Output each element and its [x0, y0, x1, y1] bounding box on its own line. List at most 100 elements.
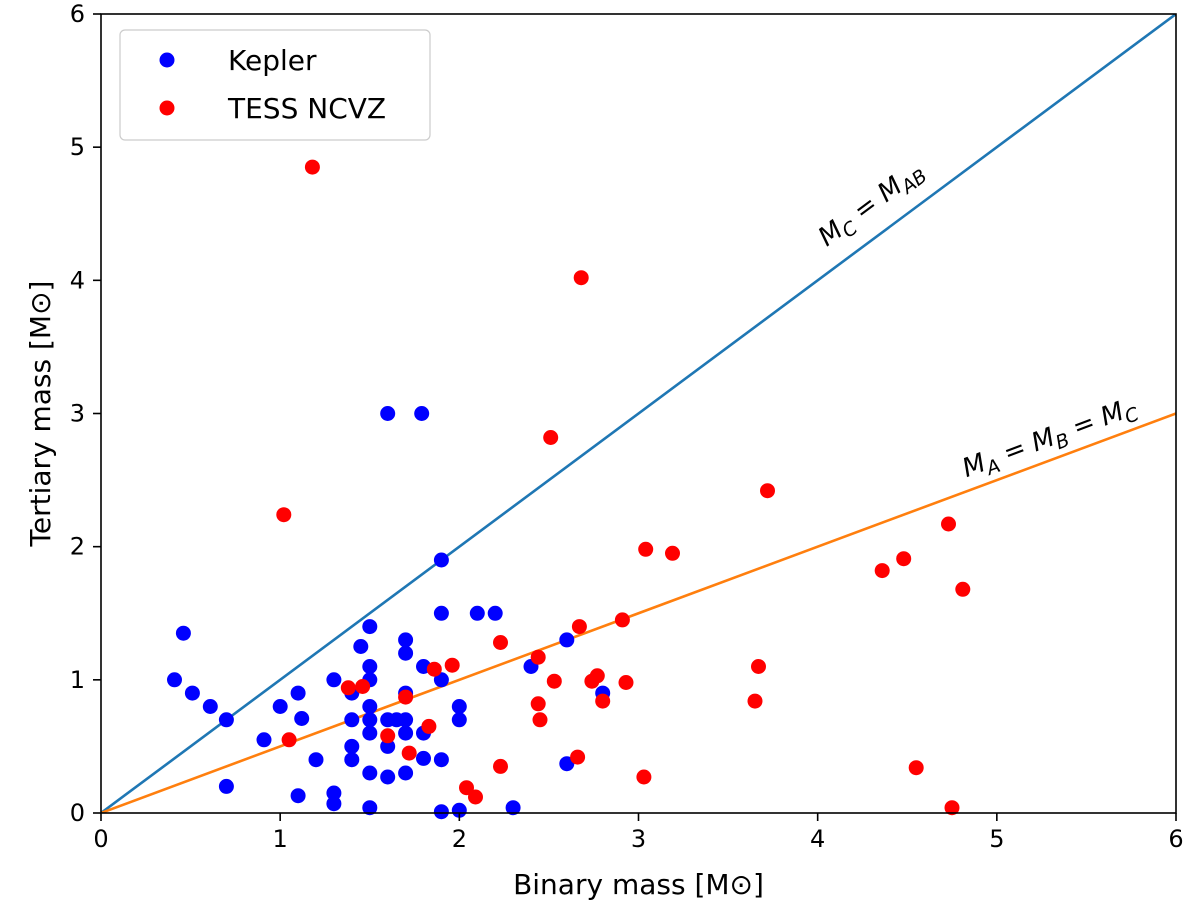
kepler-point-14: [326, 785, 342, 801]
tess-point-25: [589, 668, 605, 684]
kepler-point-10: [294, 711, 310, 726]
x-axis-label: Binary mass [M⊙]: [513, 868, 764, 901]
kepler-point-31: [380, 738, 396, 754]
tess-point-19: [543, 430, 559, 445]
kepler-point-56: [559, 632, 575, 648]
kepler-point-24: [362, 699, 378, 714]
kepler-point-48: [433, 804, 449, 820]
legend-marker-2: [159, 100, 175, 116]
tess-point-6: [380, 728, 396, 744]
legend-marker-1: [159, 52, 175, 68]
x-tick-label: 6: [1168, 825, 1183, 853]
kepler-point-53: [487, 605, 503, 621]
y-tick-label: 2: [70, 533, 85, 561]
kepler-point-54: [505, 800, 521, 816]
kepler-point-46: [433, 672, 449, 688]
kepler-point-20: [353, 639, 369, 654]
kepler-point-2: [175, 625, 191, 641]
x-tick-label: 2: [452, 825, 467, 853]
kepler-point-49: [451, 699, 467, 714]
tess-point-2: [276, 507, 292, 523]
kepler-point-37: [398, 712, 414, 728]
tess-point-23: [573, 270, 589, 286]
tess-point-32: [747, 693, 763, 709]
x-tick-label: 4: [810, 825, 825, 853]
legend-label-2: TESS NCVZ: [227, 92, 386, 125]
tess-point-27: [614, 612, 630, 628]
kepler-point-22: [362, 659, 378, 674]
x-tick-label: 0: [93, 825, 108, 853]
x-axis-ticks: 0 1 2 3 4 5 6: [93, 813, 1184, 853]
tess-point-3: [281, 732, 297, 748]
y-axis-label: Tertiary mass [M⊙]: [24, 281, 57, 548]
tess-point-14: [493, 635, 508, 650]
kepler-point-32: [380, 769, 396, 785]
tess-point-39: [944, 800, 960, 816]
tess-point-30: [638, 541, 654, 557]
y-axis-ticks: 0 1 2 3 4 5 6: [70, 0, 101, 827]
tess-point-17: [530, 696, 546, 712]
tess-point-26: [595, 693, 611, 709]
kepler-point-52: [469, 605, 485, 621]
tess-point-28: [618, 675, 634, 690]
kepler-point-43: [416, 750, 431, 766]
kepler-point-19: [344, 752, 360, 768]
kepler-point-44: [433, 552, 449, 568]
x-tick-label: 5: [989, 825, 1004, 853]
kepler-point-6: [218, 778, 234, 794]
tess-point-35: [874, 563, 890, 579]
kepler-point-34: [398, 632, 414, 648]
kepler-point-1: [167, 672, 182, 688]
line-label-2: MA = MB = MC: [958, 392, 1142, 488]
tess-point-40: [955, 581, 971, 597]
tess-point-33: [751, 659, 766, 674]
tess-point-11: [444, 657, 460, 673]
kepler-point-28: [362, 800, 378, 816]
kepler-point-40: [414, 406, 430, 421]
legend: Kepler TESS NCVZ: [119, 29, 431, 141]
tess-point-36: [896, 551, 912, 567]
kepler-point-7: [256, 732, 272, 748]
kepler-point-12: [308, 752, 324, 768]
kepler-point-26: [362, 725, 378, 741]
tess-point-37: [908, 760, 924, 776]
reference-line-2: [101, 412, 1176, 813]
tess-point-18: [532, 712, 548, 728]
legend-label-1: Kepler: [228, 44, 317, 77]
y-tick-label: 0: [70, 799, 85, 827]
x-tick-label: 1: [273, 825, 288, 853]
tess-point-31: [665, 545, 680, 561]
tess-point-7: [398, 689, 414, 705]
kepler-point-15: [326, 796, 342, 812]
tess-point-8: [401, 745, 417, 761]
tess-point-38: [941, 516, 956, 532]
y-tick-label: 4: [70, 266, 85, 294]
y-tick-label: 1: [70, 666, 85, 694]
tess-point-9: [421, 718, 437, 734]
kepler-point-50: [451, 712, 467, 728]
tess-point-10: [426, 661, 442, 677]
tess-point-16: [530, 649, 546, 665]
legend-box: [119, 29, 431, 141]
tess-point-4: [340, 680, 356, 696]
reference-lines: [101, 14, 1176, 813]
x-tick-label: 3: [631, 825, 646, 853]
kepler-point-21: [362, 619, 378, 635]
tess-point-21: [570, 749, 586, 765]
tess-point-15: [493, 758, 508, 774]
kepler-point-38: [398, 725, 414, 741]
kepler-point-25: [362, 712, 378, 728]
kepler-point-4: [202, 699, 218, 714]
y-tick-label: 6: [70, 0, 85, 28]
kepler-point-45: [433, 605, 449, 621]
kepler-point-47: [433, 752, 449, 768]
kepler-point-27: [362, 765, 378, 781]
data-points: [167, 159, 971, 820]
tess-point-13: [468, 789, 483, 805]
y-tick-label: 5: [70, 133, 85, 161]
tess-point-34: [760, 483, 775, 499]
kepler-point-35: [398, 645, 414, 661]
tess-point-29: [636, 769, 652, 785]
